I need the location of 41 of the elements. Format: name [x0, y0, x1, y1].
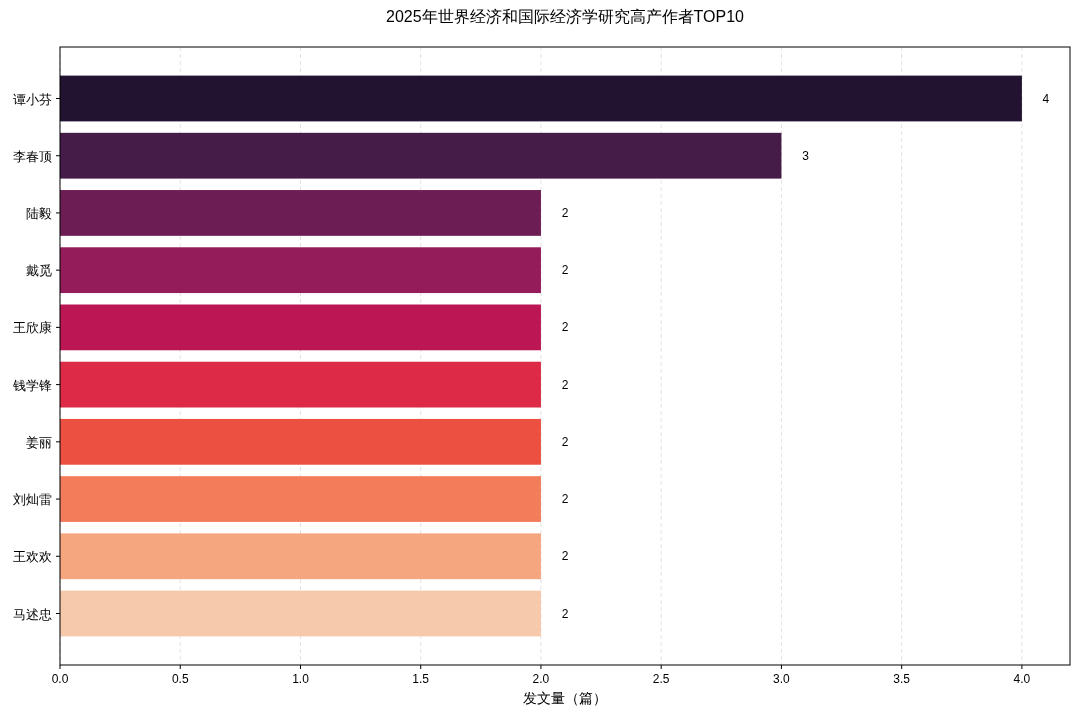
x-tick-label: 1.0	[292, 672, 310, 686]
bar	[60, 190, 541, 236]
x-tick-label: 0.0	[51, 672, 69, 686]
bar	[60, 590, 541, 637]
chart-title: 2025年世界经济和国际经济学研究高产作者TOP10	[386, 8, 745, 25]
x-tick-label: 2.5	[652, 672, 670, 686]
data-label: 3	[802, 148, 810, 163]
x-tick-label: 0.5	[171, 672, 189, 686]
y-tick-label: 钱学锋	[12, 377, 52, 393]
x-tick-label: 2.0	[532, 672, 550, 686]
bar	[60, 304, 541, 351]
data-label: 2	[561, 320, 569, 335]
bar	[60, 132, 782, 179]
y-tick-label: 刘灿雷	[13, 492, 52, 508]
bar	[60, 247, 541, 294]
x-tick-label: 3.0	[773, 672, 791, 686]
data-label: 2	[561, 549, 569, 564]
data-label: 2	[561, 263, 569, 278]
data-label: 4	[1042, 91, 1050, 106]
y-tick-label: 马述忠	[13, 606, 52, 622]
data-label: 2	[561, 606, 569, 621]
y-tick-label: 戴觅	[26, 263, 52, 279]
data-label: 2	[561, 377, 569, 392]
y-tick-label: 王欢欢	[13, 549, 52, 565]
bar	[60, 418, 541, 465]
y-tick-label: 李春顶	[13, 148, 52, 164]
bar	[60, 533, 541, 580]
x-tick-label: 3.5	[893, 672, 911, 686]
x-axis-title: 发文量（篇）	[523, 690, 607, 706]
x-tick-label: 1.5	[412, 672, 430, 686]
y-tick-label: 姜丽	[26, 434, 52, 450]
bar	[60, 75, 1022, 122]
bar	[60, 361, 541, 408]
y-tick-label: 陆毅	[26, 205, 52, 221]
data-label: 2	[561, 205, 569, 220]
bar	[60, 476, 541, 522]
data-label: 2	[561, 434, 569, 449]
x-tick-label: 4.0	[1013, 672, 1031, 686]
y-tick-label: 王欣康	[13, 320, 52, 336]
y-tick-label: 谭小芬	[13, 91, 52, 107]
data-label: 2	[561, 492, 569, 507]
